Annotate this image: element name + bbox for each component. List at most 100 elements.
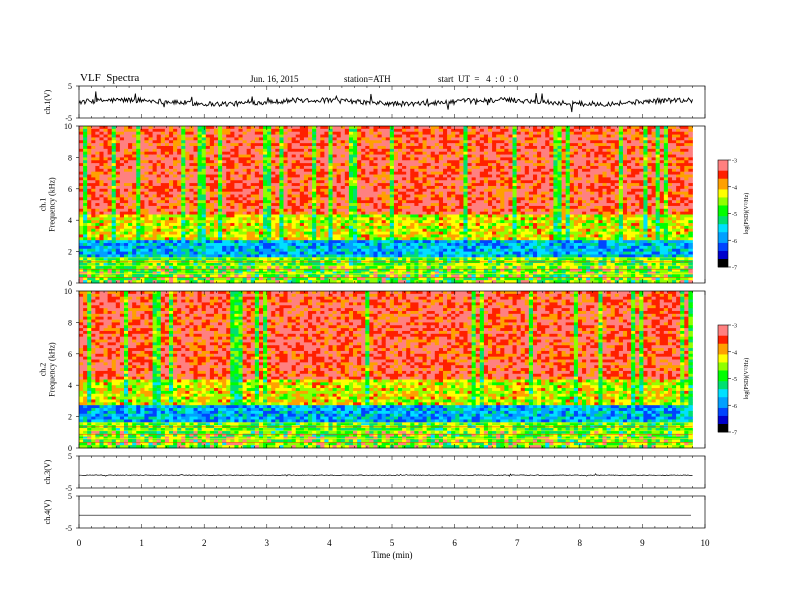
spectrogram-cell	[209, 183, 215, 187]
spectrogram-cell	[357, 185, 362, 190]
spectrogram-cell	[87, 197, 92, 201]
spectrogram-cell	[381, 243, 387, 247]
spectrogram-cell	[287, 163, 293, 167]
spectrogram-cell	[226, 245, 231, 250]
spectrogram-cell	[287, 137, 293, 141]
spectrogram-cell	[205, 274, 211, 278]
spectrogram-cell	[177, 197, 182, 201]
spectrogram-cell	[132, 225, 137, 230]
spectrogram-cell	[177, 143, 182, 147]
spectrogram-cell	[197, 217, 203, 221]
spectrogram-cell	[132, 211, 137, 215]
spectrogram-cell	[189, 191, 194, 195]
spectrogram-cell	[402, 168, 407, 173]
spectrogram-cell	[373, 280, 378, 284]
spectrogram-cell	[103, 265, 109, 270]
spectrogram-cell	[308, 251, 313, 255]
spectrogram-cell	[271, 151, 276, 155]
spectrogram-cell	[91, 145, 96, 150]
spectrogram-cell	[377, 171, 383, 175]
spectrogram-cell	[312, 214, 317, 218]
spectrogram-cell	[173, 188, 178, 193]
spectrogram-cell	[132, 151, 137, 155]
spectrogram-cell	[332, 263, 338, 267]
spectrogram-cell	[393, 148, 399, 153]
spectrogram-cell	[312, 160, 317, 164]
spectrogram-cell	[107, 194, 113, 198]
spectrogram-cell	[95, 171, 100, 175]
spectrogram-cell	[123, 208, 129, 213]
spectrogram-cell	[303, 171, 309, 175]
spectrogram-cell	[373, 197, 378, 201]
spectrogram-cell	[312, 137, 317, 141]
spectrogram-cell	[295, 265, 301, 270]
spectrogram-cell	[218, 225, 223, 230]
spectrogram-cell	[209, 163, 215, 167]
spectrogram-cell	[426, 240, 432, 244]
spectrogram-cell	[197, 237, 203, 241]
spectrogram-cell	[430, 171, 436, 175]
spectrogram-cell	[308, 211, 313, 215]
spectrogram-cell	[365, 231, 370, 235]
spectrogram-cell	[393, 214, 399, 218]
spectrogram-cell	[111, 168, 117, 173]
spectrogram-cell	[95, 137, 100, 141]
spectrogram-cell	[385, 228, 391, 233]
spectrogram-cell	[189, 208, 194, 213]
spectrogram-cell	[418, 157, 423, 161]
spectrogram-cell	[418, 183, 423, 187]
spectrogram-cell	[263, 160, 268, 164]
spectrogram-cell	[250, 211, 256, 215]
spectrogram-cell	[430, 165, 436, 170]
spectrogram-cell	[213, 177, 219, 181]
spectrogram-cell	[87, 174, 92, 178]
spectrogram-cell	[189, 237, 194, 241]
spectrogram-cell	[422, 217, 428, 221]
spectrogram-cell	[381, 274, 387, 278]
spectrogram-cell	[291, 134, 297, 138]
spectrogram-cell	[328, 203, 333, 207]
spectrogram-cell	[406, 280, 411, 284]
spectrogram-cell	[438, 185, 444, 190]
spectrogram-cell	[83, 208, 88, 213]
spectrogram-cell	[283, 163, 288, 167]
spectrogram-cell	[336, 131, 342, 135]
spectrogram-cell	[430, 223, 436, 227]
spectrogram-cell	[340, 248, 346, 252]
spectrogram-cell	[107, 254, 113, 258]
spectrogram-cell	[299, 257, 305, 261]
spectrogram-cell	[398, 268, 403, 272]
spectrogram-cell	[173, 200, 178, 204]
spectrogram-cell	[238, 171, 243, 175]
spectrogram-cell	[279, 191, 284, 195]
spectrogram-cell	[299, 265, 305, 270]
spectrogram-cell	[95, 134, 100, 138]
spectrogram-cell	[369, 168, 374, 173]
spectrogram-cell	[336, 128, 342, 133]
spectrogram-cell	[299, 243, 305, 247]
spectrogram-cell	[115, 191, 121, 195]
spectrogram-cell	[107, 185, 113, 190]
spectrogram-cell	[164, 220, 170, 224]
spectrogram-cell	[426, 185, 432, 190]
spectrogram-cell	[422, 237, 428, 241]
spectrogram-cell	[361, 185, 366, 190]
spectrogram-cell	[340, 228, 346, 233]
spectrogram-cell	[111, 145, 117, 150]
spectrogram-cell	[361, 277, 366, 281]
spectrogram-cell	[209, 148, 215, 153]
spectrogram-cell	[316, 145, 321, 150]
spectrogram-cell	[365, 168, 370, 173]
spectrogram-cell	[250, 280, 256, 284]
spectrogram-cell	[103, 274, 109, 278]
spectrogram-cell	[344, 234, 350, 238]
spectrogram-cell	[164, 257, 170, 261]
spectrogram-cell	[250, 257, 256, 261]
spectrogram-cell	[103, 185, 109, 190]
spectrogram-cell	[79, 217, 84, 221]
spectrogram-cell	[79, 268, 84, 272]
spectrogram-cell	[185, 143, 190, 147]
spectrogram-cell	[152, 143, 158, 147]
spectrogram-cell	[123, 140, 129, 144]
spectrogram-cell	[213, 188, 219, 193]
